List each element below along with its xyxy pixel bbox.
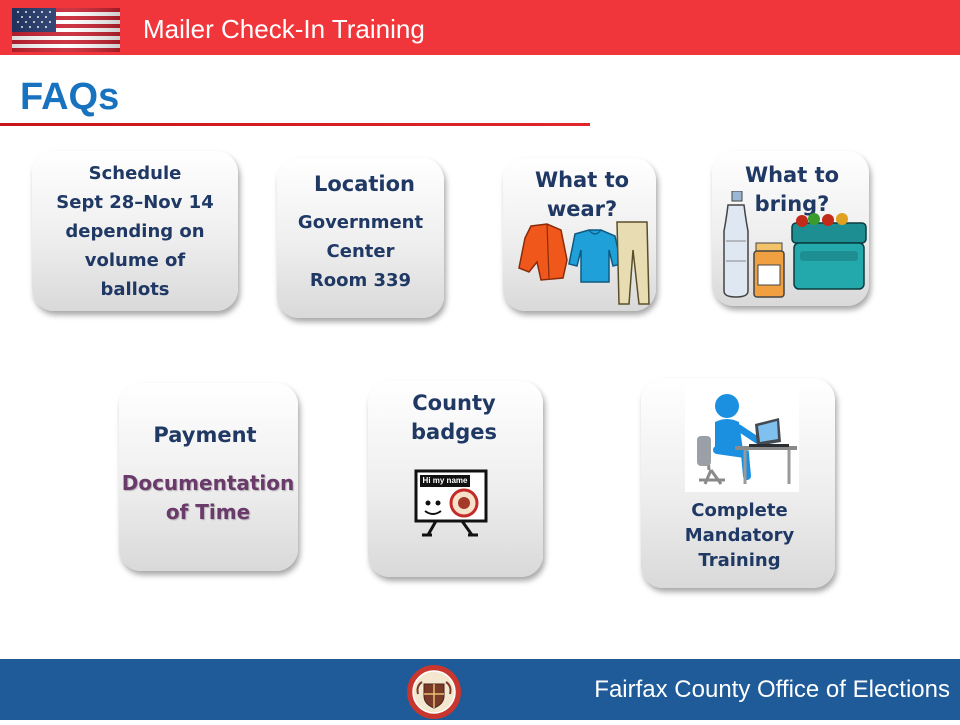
wear-heading: What to wear?	[503, 166, 661, 224]
bring-line: What to	[744, 163, 840, 187]
training-text: Complete Mandatory Training	[641, 498, 838, 573]
location-line: Room 339	[309, 270, 412, 291]
location-heading: Location	[313, 172, 416, 196]
bring-line: bring?	[754, 192, 830, 216]
footer-org-name: Fairfax County Office of Elections	[594, 676, 950, 703]
location-line: Government	[297, 212, 424, 233]
badges-line: County	[412, 391, 496, 415]
schedule-line: Schedule	[88, 163, 182, 184]
badges-line: badges	[410, 420, 497, 444]
computer-user-icon	[685, 384, 799, 492]
schedule-text: Schedule Sept 28–Nov 14 depending on vol…	[32, 159, 238, 304]
bring-heading: What to bring?	[712, 161, 872, 219]
badges-heading: County badges	[368, 389, 540, 447]
location-card: Location Government Center Room 339	[277, 158, 444, 318]
training-line: Complete	[691, 500, 788, 521]
clothing-icon	[518, 221, 650, 305]
wear-line: wear?	[546, 197, 618, 221]
bring-card: What to bring?	[712, 151, 869, 306]
name-badge-icon: Hi my name is	[414, 469, 488, 539]
training-card: Complete Mandatory Training	[641, 378, 835, 588]
schedule-line: volume of	[84, 250, 186, 271]
footer-banner	[0, 659, 960, 720]
training-line: Training	[698, 550, 781, 571]
wear-card: What to wear?	[503, 158, 656, 311]
payment-line: of Time	[165, 500, 251, 524]
payment-line: Documentation	[121, 471, 295, 495]
us-flag-icon	[12, 8, 120, 52]
supplies-icon	[723, 191, 867, 298]
schedule-line: ballots	[100, 279, 170, 300]
header-title: Mailer Check-In Training	[143, 14, 425, 44]
training-line: Mandatory	[684, 525, 795, 546]
payment-heading: Payment	[153, 423, 257, 447]
county-seal-icon	[406, 664, 462, 720]
schedule-card: Schedule Sept 28–Nov 14 depending on vol…	[32, 151, 238, 311]
location-line: Center	[326, 241, 395, 262]
page-title: FAQs	[20, 76, 120, 118]
schedule-line: depending on	[65, 221, 205, 242]
top-banner	[0, 0, 960, 55]
schedule-line: Sept 28–Nov 14	[56, 192, 214, 213]
title-underline	[0, 123, 590, 126]
badges-card: County badges Hi my name is	[368, 381, 543, 577]
wear-line: What to	[534, 168, 630, 192]
payment-detail: Documentation of Time	[119, 469, 297, 527]
badge-sticker-text: Hi my name is	[422, 476, 468, 495]
payment-card: Payment Documentation of Time	[119, 383, 298, 571]
location-address: Government Center Room 339	[277, 208, 444, 295]
